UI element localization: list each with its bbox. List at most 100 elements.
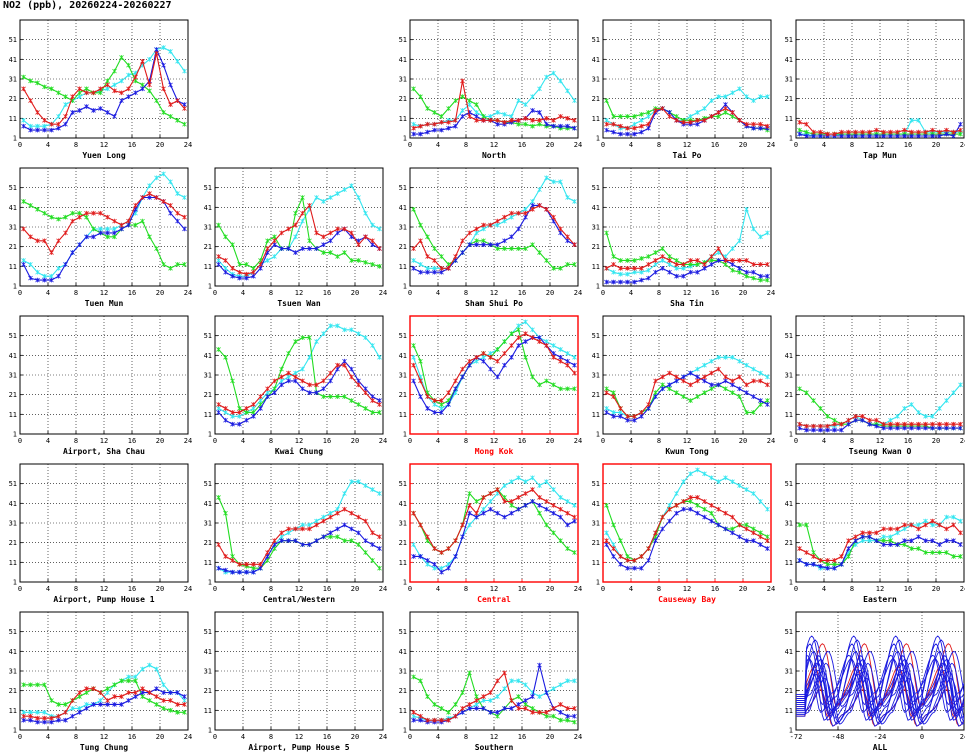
data-point — [300, 246, 305, 251]
data-point — [737, 394, 742, 399]
data-point — [758, 530, 763, 536]
series-line-blue — [799, 419, 961, 431]
data-point — [363, 335, 368, 340]
data-point — [937, 425, 942, 431]
data-point — [744, 538, 749, 543]
data-point — [21, 258, 26, 263]
data-point — [411, 131, 416, 137]
data-point — [460, 522, 465, 528]
data-point — [251, 414, 256, 419]
data-point — [846, 417, 851, 423]
data-point — [84, 234, 89, 240]
x-tick-label: 12 — [490, 733, 498, 741]
data-point — [453, 702, 458, 707]
data-point — [168, 114, 173, 119]
data-point — [702, 266, 707, 271]
data-point — [604, 542, 609, 547]
data-point — [418, 717, 423, 723]
data-point — [832, 427, 837, 433]
data-point — [300, 526, 305, 532]
data-point — [895, 530, 900, 536]
data-point — [495, 374, 500, 380]
data-point — [21, 86, 26, 92]
data-point — [28, 127, 33, 133]
y-tick-label: 51 — [785, 628, 793, 636]
data-point — [797, 386, 802, 392]
data-point — [958, 530, 963, 536]
data-point — [688, 370, 693, 376]
data-point — [695, 118, 700, 123]
data-point — [660, 382, 665, 388]
x-tick-label: 8 — [850, 437, 854, 445]
data-point — [28, 682, 33, 688]
data-point — [916, 522, 921, 528]
data-point — [744, 362, 749, 368]
y-tick-label: 41 — [592, 352, 600, 360]
data-point — [765, 94, 770, 99]
x-tick-label: 20 — [546, 437, 554, 445]
data-point — [119, 678, 124, 684]
data-point — [439, 398, 444, 403]
x-tick-label: 20 — [156, 733, 164, 741]
data-point — [237, 275, 242, 281]
data-point — [530, 327, 535, 333]
data-point — [895, 425, 900, 431]
data-point — [28, 234, 33, 240]
data-point — [230, 242, 235, 247]
y-tick-label: 41 — [785, 352, 793, 360]
data-point — [168, 49, 173, 54]
data-point — [35, 277, 40, 283]
data-point — [147, 698, 152, 703]
data-point — [565, 510, 570, 516]
data-point — [272, 390, 277, 395]
data-point — [530, 487, 535, 492]
data-point — [730, 110, 735, 115]
data-point — [418, 94, 423, 99]
data-point — [126, 94, 131, 99]
data-point — [133, 694, 138, 699]
data-point — [839, 562, 844, 567]
data-point — [558, 702, 563, 707]
data-point — [874, 423, 879, 429]
data-point — [874, 538, 879, 543]
data-point — [530, 374, 535, 380]
y-tick-label: 21 — [9, 243, 17, 251]
data-point — [551, 70, 556, 76]
x-tick-label: 4 — [241, 733, 245, 741]
data-point — [370, 238, 375, 244]
data-point — [63, 94, 68, 99]
data-point — [618, 114, 623, 119]
data-point — [439, 565, 444, 571]
data-point — [307, 382, 312, 388]
data-point — [237, 421, 242, 427]
data-point — [307, 238, 312, 244]
data-point — [758, 273, 763, 279]
data-point — [418, 713, 423, 719]
data-point — [488, 366, 493, 372]
data-point — [797, 546, 802, 551]
data-point — [551, 503, 556, 508]
data-point — [314, 230, 319, 236]
data-point — [370, 398, 375, 403]
data-point — [488, 114, 493, 119]
overlay-line — [796, 670, 964, 725]
data-point — [175, 210, 180, 216]
data-point — [474, 702, 479, 707]
data-point — [744, 526, 749, 532]
data-point — [572, 125, 577, 131]
data-point — [604, 538, 609, 543]
data-point — [237, 410, 242, 415]
data-point — [572, 713, 577, 719]
data-point — [537, 510, 542, 516]
data-point — [646, 254, 651, 259]
data-point — [42, 710, 47, 715]
data-point — [446, 125, 451, 131]
data-point — [737, 483, 742, 488]
data-point — [467, 98, 472, 103]
data-point — [660, 106, 665, 111]
data-point — [530, 710, 535, 715]
x-tick-label: 0 — [601, 437, 605, 445]
data-point — [951, 538, 956, 543]
data-point — [112, 234, 117, 240]
